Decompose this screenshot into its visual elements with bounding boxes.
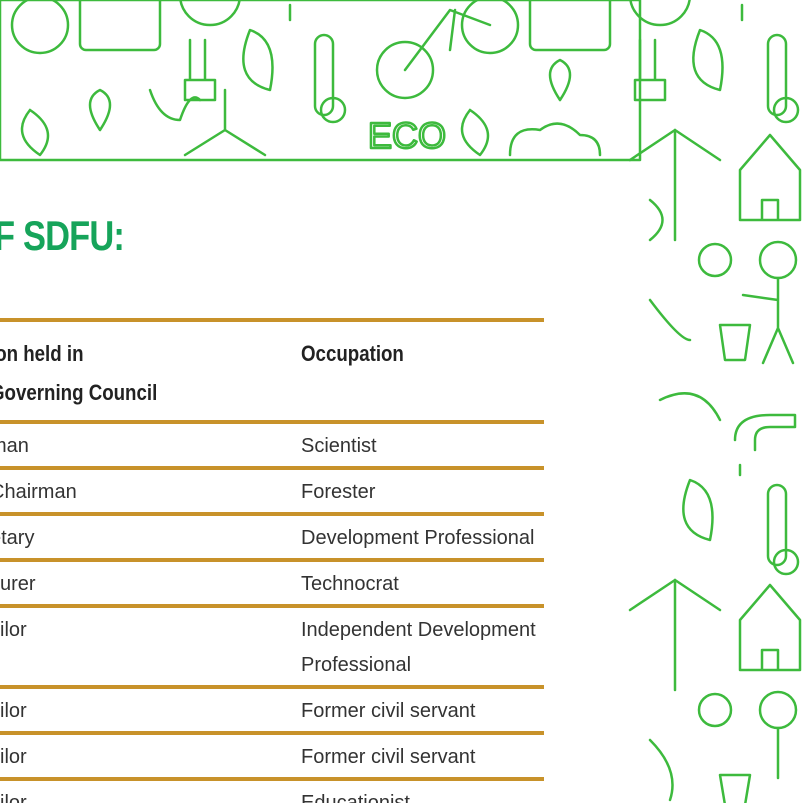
header-line: ion held in	[0, 341, 84, 366]
table-row: cilor Former civil servant	[0, 731, 544, 777]
header-cell: Occupation	[301, 322, 544, 420]
table-cell: Chairman	[0, 481, 77, 503]
table-cell: Former civil servant	[301, 746, 476, 768]
table-cell: surer	[0, 573, 36, 595]
header-line: Governing Council	[0, 380, 158, 405]
table-cell: etary	[0, 527, 35, 549]
header-text: Occupation	[301, 341, 404, 366]
table-cell: cilor	[0, 746, 27, 768]
table-row: cilor Educationist	[0, 777, 544, 803]
table-cell: Development Professional	[301, 527, 535, 549]
table-header: ion held in Governing Council Occupation	[0, 318, 544, 420]
table-row: etary Development Professional	[0, 512, 544, 558]
table-cell: cilor	[0, 700, 27, 722]
table-cell: man	[0, 435, 29, 457]
table-cell: Forester	[301, 481, 376, 503]
heading: F SDFU:	[0, 212, 125, 259]
table-row: surer Technocrat	[0, 558, 544, 604]
table-row: cilor Independent Development Professiona…	[0, 604, 544, 685]
table-row: man Scientist	[0, 420, 544, 466]
table-cell: Independent Development Professional	[301, 619, 536, 676]
table-row: cilor Former civil servant	[0, 685, 544, 731]
table-body: man Scientist Chairman Forester etary Develop…	[0, 420, 544, 803]
table-cell: Former civil servant	[301, 700, 476, 722]
table-cell: cilor	[0, 792, 27, 803]
svg-text:ECO: ECO	[368, 115, 446, 156]
table-cell: Scientist	[301, 435, 377, 457]
table-cell: cilor	[0, 619, 27, 641]
table-row: Chairman Forester	[0, 466, 544, 512]
table-cell: Educationist	[301, 792, 410, 803]
table: ion held in Governing Council Occupation…	[0, 318, 544, 803]
table-cell: Technocrat	[301, 573, 399, 595]
header-cell: ion held in Governing Council	[0, 322, 301, 420]
